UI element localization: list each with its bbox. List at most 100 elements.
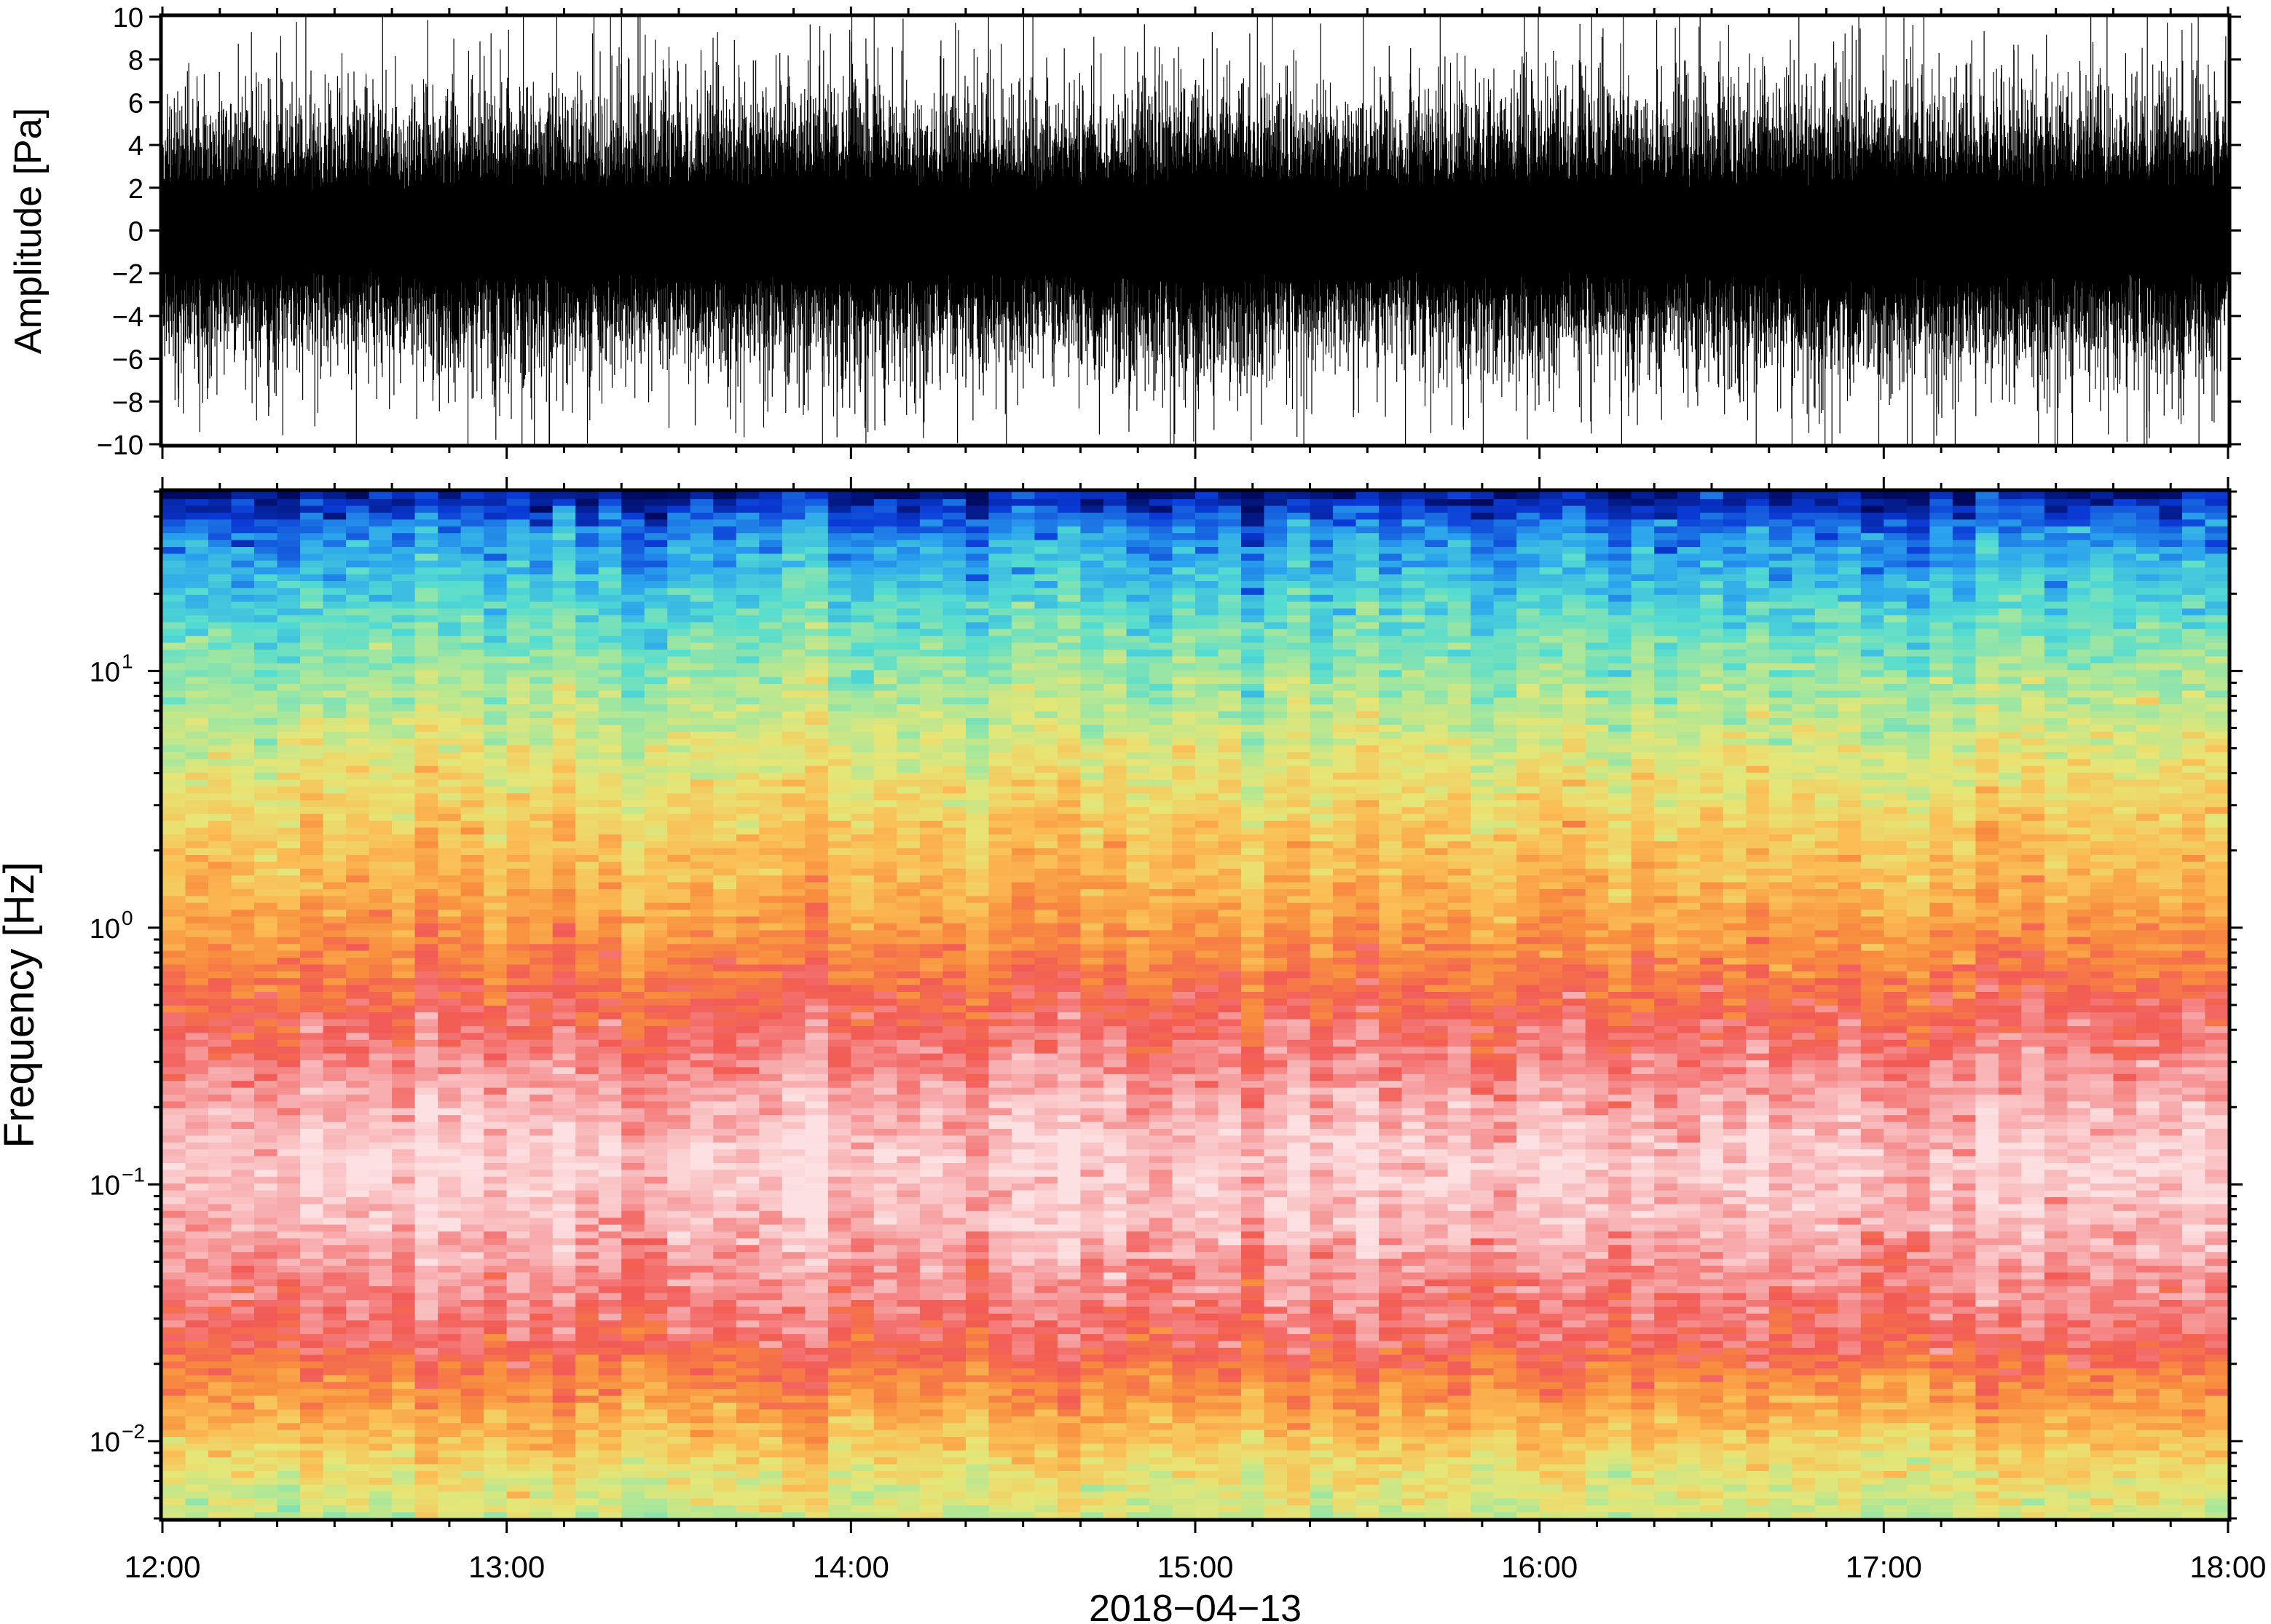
spectrogram-cell	[851, 1402, 875, 1410]
spectrogram-cell	[851, 1354, 875, 1362]
spectrogram-cell	[530, 567, 554, 575]
spectrogram-cell	[323, 601, 347, 609]
spectrogram-cell	[231, 1436, 255, 1444]
spectrogram-cell	[530, 1422, 554, 1430]
spectrogram-cell	[254, 902, 278, 910]
spectrogram-cell	[530, 669, 554, 677]
spectrogram-cell	[530, 1142, 554, 1150]
spectrogram-cell	[782, 1279, 806, 1287]
spectrogram-cell	[805, 800, 829, 808]
spectrogram-cell	[484, 820, 508, 828]
spectrogram-cell	[506, 621, 530, 629]
spectrogram-cell	[667, 567, 691, 575]
spectrogram-cell	[414, 532, 438, 540]
spectrogram-cell	[897, 950, 921, 958]
spectrogram-cell	[346, 1046, 370, 1054]
spectrogram-cell	[300, 902, 324, 910]
spectrogram-cell	[185, 963, 209, 971]
spectrogram-cell	[805, 847, 829, 855]
spectrogram-cell	[644, 1128, 669, 1136]
spectrogram-cell	[369, 655, 393, 663]
spectrogram-cell	[827, 1066, 852, 1074]
spectrogram-cell	[323, 710, 347, 718]
spectrogram-cell	[369, 895, 393, 903]
spectrogram-cell	[598, 615, 623, 623]
spectrogram-cell	[369, 752, 393, 760]
spectrogram-cell	[438, 868, 462, 876]
spectrogram-cell	[438, 827, 462, 835]
spectrogram-cell	[438, 1018, 462, 1026]
spectrogram-cell	[851, 1333, 875, 1341]
spectrogram-cell	[254, 881, 278, 889]
spectrogram-cell	[530, 1245, 554, 1253]
spectrogram-cell	[598, 1505, 623, 1513]
spectrogram-cell	[575, 615, 599, 623]
spectrogram-cell	[392, 752, 416, 760]
spectrogram-cell	[208, 861, 232, 869]
spectrogram-cell	[506, 888, 530, 896]
spectrogram-cell	[254, 827, 278, 835]
spectrogram-cell	[644, 1374, 669, 1382]
spectrogram-cell	[185, 943, 209, 951]
spectrogram-cell	[254, 806, 278, 814]
spectrogram-cell	[621, 1237, 645, 1245]
spectrogram-cell	[484, 492, 508, 500]
spectrogram-cell	[759, 1142, 783, 1150]
spectrogram-cell	[736, 998, 760, 1006]
spectrogram-cell	[277, 1108, 301, 1116]
spectrogram-cell	[782, 1285, 806, 1293]
spectrogram-cell	[690, 710, 715, 718]
spectrogram-cell	[827, 1313, 852, 1321]
spectrogram-cell	[530, 991, 554, 999]
spectrogram-cell	[484, 1237, 508, 1245]
spectrogram-cell	[231, 772, 255, 780]
spectrogram-cell	[484, 683, 508, 691]
spectrogram-cell	[552, 991, 576, 999]
spectrogram-cell	[575, 1217, 599, 1225]
spectrogram-cell	[185, 1306, 209, 1314]
spectrogram-cell	[323, 915, 347, 923]
spectrogram-cell	[644, 840, 669, 848]
spectrogram-cell	[506, 1354, 530, 1362]
spectrogram-cell	[392, 512, 416, 520]
spectrogram-cell	[506, 1326, 530, 1334]
spectrogram-cell	[552, 1320, 576, 1328]
spectrogram-cell	[162, 615, 186, 623]
spectrogram-cell	[782, 902, 806, 910]
spectrogram-cell	[530, 1279, 554, 1287]
spectrogram-cell	[530, 875, 554, 883]
spectrogram-cell	[346, 1497, 370, 1505]
spectrogram-cell	[300, 998, 324, 1006]
spectrogram-cell	[827, 601, 852, 609]
spectrogram-cell	[277, 560, 301, 568]
spectrogram-cell	[530, 1223, 554, 1231]
spectrogram-cell	[277, 963, 301, 971]
spectrogram-cell	[713, 560, 737, 568]
spectrogram-cell	[736, 1197, 760, 1205]
spectrogram-cell	[392, 1114, 416, 1122]
spectrogram-cell	[827, 1443, 852, 1451]
spectrogram-cell	[254, 1299, 278, 1307]
spectrogram-cell	[873, 868, 898, 876]
spectrogram-cell	[369, 923, 393, 931]
spectrogram-cell	[484, 847, 508, 855]
spectrogram-cell	[736, 1443, 760, 1451]
spectrogram-cell	[162, 1046, 186, 1054]
spectrogram-cell	[851, 1148, 875, 1156]
spectrogram-cell	[690, 628, 715, 636]
spectrogram-cell	[805, 813, 829, 821]
spectrogram-cell	[552, 1128, 576, 1136]
spectrogram-cell	[782, 1320, 806, 1328]
spectrogram-cell	[438, 628, 462, 636]
spectrogram-cell	[254, 820, 278, 828]
spectrogram-cell	[231, 1443, 255, 1451]
spectrogram-cell	[851, 1463, 875, 1471]
spectrogram-cell	[552, 580, 576, 588]
spectrogram-cell	[575, 567, 599, 575]
spectrogram-cell	[369, 772, 393, 780]
spectrogram-cell	[667, 1354, 691, 1362]
spectrogram-cell	[414, 546, 438, 554]
spectrogram-cell	[598, 840, 623, 848]
spectrogram-cell	[805, 1135, 829, 1143]
spectrogram-cell	[484, 1436, 508, 1444]
